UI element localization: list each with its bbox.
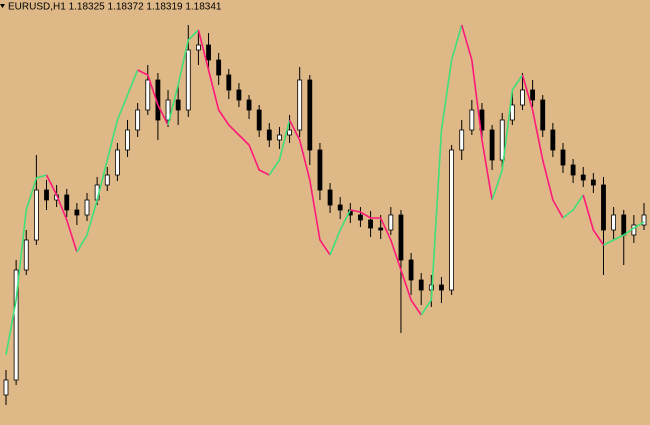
candle-body <box>196 44 201 51</box>
candle-body <box>226 74 232 91</box>
chart-title: EURUSD,H1 1.18325 1.18372 1.18319 1.1834… <box>8 2 222 13</box>
candle-body <box>469 109 475 131</box>
candle-body <box>439 284 444 291</box>
candle-body <box>44 189 49 201</box>
candle-body <box>530 89 536 101</box>
candle-body <box>64 194 70 211</box>
candle-body <box>175 99 181 111</box>
candle-body <box>3 379 9 396</box>
candle-body <box>509 104 515 121</box>
indicator-line <box>137 69 169 126</box>
candle-body <box>287 129 292 136</box>
candle-body <box>621 214 627 236</box>
candle-body <box>590 179 596 186</box>
indicator-line <box>167 29 199 126</box>
indicator-line <box>268 119 291 176</box>
candle-body <box>368 219 373 229</box>
candle-body <box>378 227 384 231</box>
indicator-line <box>491 74 524 201</box>
indicator-line <box>420 24 463 316</box>
candle-body <box>13 269 19 381</box>
candle-body <box>358 214 363 221</box>
indicator-line <box>603 221 645 246</box>
candle-body <box>327 189 333 206</box>
candle-body <box>104 174 110 186</box>
candle-body <box>337 204 343 211</box>
indicator-line <box>350 209 422 316</box>
candle-body <box>580 174 586 181</box>
candle-body <box>135 109 141 131</box>
candle-body <box>74 209 80 216</box>
candle-body <box>601 184 606 231</box>
candle-body <box>206 44 211 61</box>
indicator-line <box>521 74 564 219</box>
candle-body <box>489 129 495 161</box>
candle-body <box>145 79 151 111</box>
candle-body <box>23 239 29 271</box>
candle-body <box>307 79 313 151</box>
candle-body <box>114 149 120 176</box>
candle-body <box>540 99 546 131</box>
candle-body <box>550 129 556 151</box>
candle-body <box>499 119 505 161</box>
candle-body <box>388 214 394 231</box>
candle-body <box>418 279 424 291</box>
candle-body <box>125 129 130 151</box>
candle-body <box>611 214 617 231</box>
candle-body <box>266 129 272 141</box>
candle-body <box>408 259 414 281</box>
candle-body <box>459 129 465 151</box>
indicator-line <box>45 174 78 253</box>
indicator-line <box>562 194 584 219</box>
candle-body <box>236 89 242 101</box>
indicator-line <box>329 209 352 256</box>
indicator-line <box>197 29 270 176</box>
candle-body <box>277 134 282 141</box>
candle-body <box>297 79 303 131</box>
candle-body <box>641 214 647 226</box>
candle-body <box>84 199 90 216</box>
indicator-line <box>288 119 331 256</box>
candle-body <box>185 49 191 111</box>
candle-body <box>560 149 566 166</box>
candle-body <box>520 89 525 106</box>
candle-body <box>246 99 252 111</box>
candle-body <box>216 59 222 76</box>
candle-body <box>256 109 262 131</box>
candle-body <box>449 149 454 291</box>
menu-arrow <box>0 4 5 8</box>
candle-body <box>398 214 404 261</box>
candle-body <box>317 149 323 191</box>
candle-body <box>165 99 171 121</box>
indicator-line <box>460 24 493 201</box>
indicator-line <box>76 69 139 253</box>
candle-body <box>33 189 39 241</box>
indicator-line <box>582 194 605 246</box>
candle-body <box>570 164 576 176</box>
indicator-line <box>5 174 47 356</box>
